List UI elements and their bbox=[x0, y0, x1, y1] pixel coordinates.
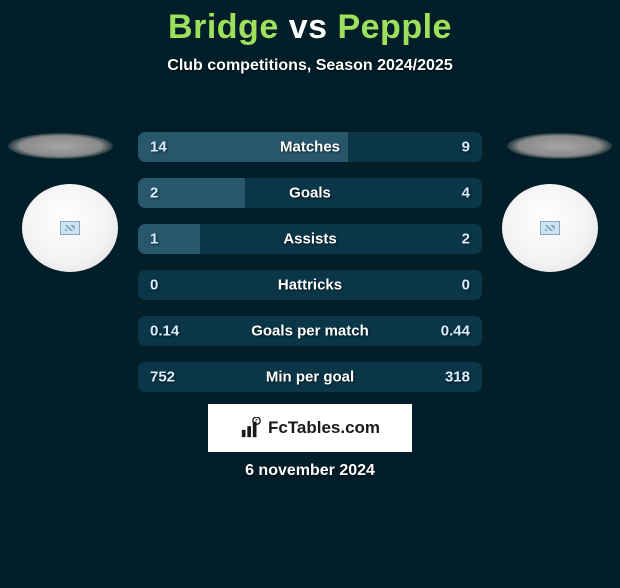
stat-label: Min per goal bbox=[266, 369, 354, 386]
stat-left-value: 752 bbox=[150, 369, 175, 386]
brand-text: FcTables.com bbox=[268, 418, 380, 438]
stat-left-value: 14 bbox=[150, 139, 167, 156]
player1-avatar bbox=[22, 184, 118, 272]
stat-right-value: 318 bbox=[445, 369, 470, 386]
player2-avatar bbox=[502, 184, 598, 272]
stat-label: Hattricks bbox=[278, 277, 342, 294]
stat-row: 2 4 Goals bbox=[138, 178, 482, 208]
stat-row: 14 9 Matches bbox=[138, 132, 482, 162]
stat-label: Matches bbox=[280, 139, 340, 156]
stat-right-value: 0.44 bbox=[441, 323, 470, 340]
stat-row: 0.14 0.44 Goals per match bbox=[138, 316, 482, 346]
brand-box[interactable]: FcTables.com bbox=[208, 404, 412, 452]
player2-flag-icon bbox=[540, 221, 560, 235]
player1-flag-icon bbox=[60, 221, 80, 235]
stat-row: 0 0 Hattricks bbox=[138, 270, 482, 300]
stat-left-value: 0.14 bbox=[150, 323, 179, 340]
player1-shadow bbox=[8, 133, 113, 159]
subtitle: Club competitions, Season 2024/2025 bbox=[0, 57, 620, 75]
stat-label: Assists bbox=[283, 231, 336, 248]
stat-left-value: 0 bbox=[150, 277, 158, 294]
stat-right-value: 4 bbox=[462, 185, 470, 202]
player2-shadow bbox=[507, 133, 612, 159]
stat-label: Goals bbox=[289, 185, 331, 202]
stat-row: 752 318 Min per goal bbox=[138, 362, 482, 392]
player1-name: Bridge bbox=[168, 8, 279, 46]
stat-label: Goals per match bbox=[251, 323, 369, 340]
stat-right-value: 2 bbox=[462, 231, 470, 248]
comparison-title: Bridge vs Pepple bbox=[0, 8, 620, 47]
player2-name: Pepple bbox=[337, 8, 451, 46]
stat-row: 1 2 Assists bbox=[138, 224, 482, 254]
stat-left-value: 1 bbox=[150, 231, 158, 248]
stat-fill-left bbox=[138, 224, 200, 254]
footer-date: 6 november 2024 bbox=[245, 462, 375, 480]
brand-logo-icon bbox=[240, 417, 262, 439]
versus-text: vs bbox=[289, 8, 328, 46]
stat-right-value: 0 bbox=[462, 277, 470, 294]
stats-list: 14 9 Matches 2 4 Goals 1 2 Assists 0 0 Hattricks 0.1… bbox=[138, 132, 482, 408]
stat-left-value: 2 bbox=[150, 185, 158, 202]
stat-right-value: 9 bbox=[462, 139, 470, 156]
